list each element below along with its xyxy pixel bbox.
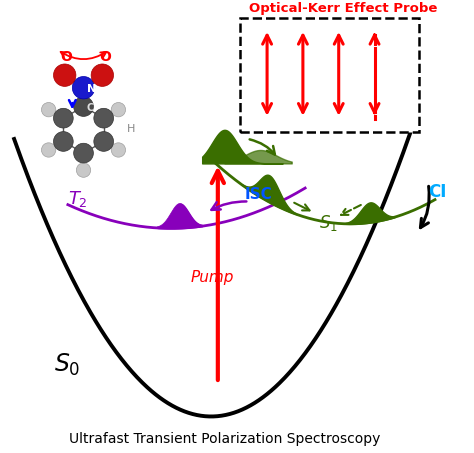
Circle shape [91, 64, 113, 87]
Text: C: C [87, 103, 94, 113]
Circle shape [41, 102, 56, 117]
Circle shape [41, 143, 56, 157]
Text: $S_1$: $S_1$ [319, 213, 337, 233]
Circle shape [73, 77, 95, 99]
Bar [240, 18, 419, 132]
Circle shape [54, 64, 76, 87]
Text: Optical-Kerr Effect Probe: Optical-Kerr Effect Probe [249, 2, 438, 15]
Text: CI: CI [428, 183, 447, 201]
Text: H: H [127, 124, 135, 134]
Text: ISC: ISC [245, 187, 273, 202]
Circle shape [73, 143, 93, 163]
Circle shape [94, 132, 114, 151]
Circle shape [111, 143, 126, 157]
Circle shape [76, 163, 91, 177]
Circle shape [54, 108, 73, 128]
Text: N: N [87, 84, 96, 94]
Text: O: O [100, 50, 111, 64]
Circle shape [111, 102, 126, 117]
Text: $T_2$: $T_2$ [68, 189, 88, 209]
Text: $\mathit{S_0}$: $\mathit{S_0}$ [55, 352, 81, 378]
Circle shape [73, 96, 93, 116]
Circle shape [94, 108, 114, 128]
Text: Ultrafast Transient Polarization Spectroscopy: Ultrafast Transient Polarization Spectro… [69, 432, 380, 446]
Circle shape [54, 132, 73, 151]
Text: O: O [60, 50, 72, 64]
Text: Pump: Pump [191, 270, 234, 285]
